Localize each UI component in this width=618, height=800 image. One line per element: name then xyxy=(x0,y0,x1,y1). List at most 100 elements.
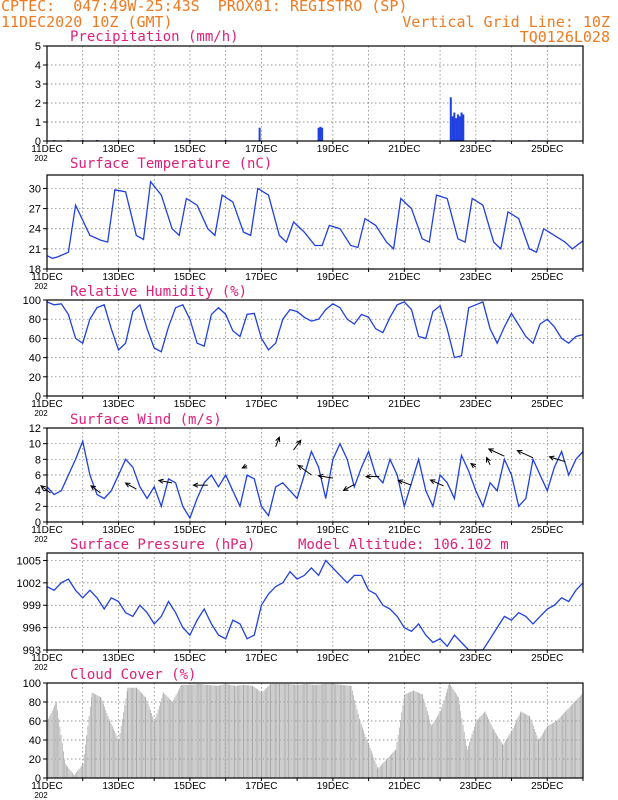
cloud-cover-bar xyxy=(332,683,334,778)
cloud-cover-bar xyxy=(342,685,344,778)
wind-vector-head xyxy=(364,473,371,480)
cloud-cover-bar xyxy=(432,723,434,778)
surface-temperature-nc-xtick-label: 11DEC xyxy=(31,272,63,283)
cloud-cover-xtick-label: 19DEC xyxy=(317,781,349,792)
cloud-cover-bar xyxy=(250,685,252,778)
cloud-cover-bar xyxy=(327,683,329,778)
cloud-cover-bar xyxy=(268,685,270,778)
cloud-cover-bar xyxy=(216,685,217,778)
cloud-cover-bar xyxy=(189,684,191,778)
cloud-cover-bar xyxy=(170,700,172,778)
cloud-cover-bar xyxy=(520,711,522,778)
cloud-cover-bar xyxy=(395,749,397,778)
cloud-cover-bar xyxy=(401,712,403,778)
cloud-cover-bar xyxy=(468,745,469,778)
cloud-cover-bar xyxy=(141,692,142,778)
cloud-cover-bar xyxy=(186,684,188,778)
surface-pressure-hpa-ytick-label: 996 xyxy=(23,623,41,635)
cloud-cover-bar xyxy=(544,730,546,778)
wind-vector-head xyxy=(548,455,555,461)
cloud-cover-bar xyxy=(446,692,447,778)
surface-pressure-hpa-xtick-label: 13DEC xyxy=(102,653,134,664)
cloud-cover-bar xyxy=(360,724,362,778)
cloud-cover-bar xyxy=(529,716,531,778)
cloud-cover-bar xyxy=(341,684,343,778)
cloud-cover-bar xyxy=(554,721,556,778)
cloud-cover-bar xyxy=(571,705,572,778)
surface-temperature-nc-xtick-label: 17DEC xyxy=(245,272,277,283)
wind-vector-head xyxy=(429,479,436,485)
cloud-cover-ytick-label: 0 xyxy=(35,773,41,785)
cloud-cover-bar xyxy=(466,749,468,778)
cloud-cover-bar xyxy=(238,685,239,778)
cloud-cover-bar xyxy=(552,723,553,778)
cloud-cover-bar xyxy=(299,684,301,778)
surface-wind-m-s-xtick-label: 21DEC xyxy=(388,525,420,536)
cloud-cover-bar xyxy=(113,728,114,778)
cloud-cover-bar xyxy=(472,730,474,778)
cloud-cover-bar xyxy=(278,683,280,778)
cloud-cover-bar xyxy=(133,687,135,778)
surface-wind-m-s-ytick-label: 2 xyxy=(35,501,41,513)
cloud-cover-bar xyxy=(55,702,57,778)
cloud-cover-bar xyxy=(86,735,88,778)
cloud-cover-bar xyxy=(326,683,328,778)
cloud-cover-bar xyxy=(303,684,304,778)
cloud-cover-bar xyxy=(166,696,168,778)
cloud-cover-bar xyxy=(124,705,126,778)
cloud-cover-bar xyxy=(127,687,129,778)
cloud-cover-bar xyxy=(80,766,82,778)
surface-temperature-nc-ytick-label: 21 xyxy=(29,244,41,256)
cloud-cover-bar xyxy=(100,697,102,778)
cloud-cover-bar xyxy=(433,721,435,778)
cloud-cover-bar xyxy=(540,736,542,778)
precipitation-mm-h-bar xyxy=(453,112,456,141)
cloud-cover-bar xyxy=(276,683,278,778)
surface-temperature-nc-xtick-label: 19DEC xyxy=(317,272,349,283)
cloud-cover-xtick-label: 23DEC xyxy=(460,781,492,792)
cloud-cover-bar xyxy=(223,684,225,778)
cloud-cover-bar xyxy=(528,715,530,778)
cloud-cover-bar xyxy=(213,685,215,778)
precipitation-mm-h-ytick-label: 0 xyxy=(35,136,41,148)
cloud-cover-bar xyxy=(195,684,197,778)
cloud-cover-bar xyxy=(210,685,211,778)
cloud-cover-bar xyxy=(393,751,395,778)
cloud-cover-bar xyxy=(348,685,350,778)
cloud-cover-bar xyxy=(322,684,323,778)
cloud-cover-bar xyxy=(391,753,392,778)
cloud-cover-bar xyxy=(256,688,257,778)
cloud-cover-bar xyxy=(359,721,361,778)
cloud-cover-bar xyxy=(307,684,309,778)
cloud-cover-bar xyxy=(172,702,173,778)
cloud-cover-bar xyxy=(245,685,247,778)
precipitation-mm-h-xtick-label: 19DEC xyxy=(317,144,349,155)
cloud-cover-bar xyxy=(153,719,155,778)
cloud-cover-bar xyxy=(234,685,236,778)
cloud-cover-bar xyxy=(216,685,218,778)
precipitation-mm-h-xtick-label: 23DEC xyxy=(460,144,492,155)
precipitation-mm-h-title: Precipitation (mm/h) xyxy=(70,29,239,45)
cloud-cover-bar xyxy=(161,698,163,778)
cloud-cover-bar xyxy=(214,685,216,778)
cloud-cover-bar xyxy=(222,684,224,778)
cloud-cover-bar xyxy=(253,686,255,778)
wind-vector-head xyxy=(516,449,523,455)
cloud-cover-bar xyxy=(450,684,451,778)
cloud-cover-bar xyxy=(484,712,485,778)
cloud-cover-bar xyxy=(419,693,420,778)
cloud-cover-bar xyxy=(362,727,363,778)
cloud-cover-bar xyxy=(229,684,230,778)
cloud-cover-bar xyxy=(498,738,500,778)
cloud-cover-bar xyxy=(231,685,233,778)
cloud-cover-bar xyxy=(320,684,322,778)
cloud-cover-bar xyxy=(207,684,209,778)
cloud-cover-bar xyxy=(118,740,120,778)
cloud-cover-bar xyxy=(510,731,512,778)
precipitation-mm-h-xtick-label: 11DEC xyxy=(31,144,63,155)
cloud-cover-bar xyxy=(426,711,428,778)
cloud-cover-bar xyxy=(70,771,72,778)
surface-pressure-hpa-annotation: Model Altitude: 106.102 m xyxy=(298,537,509,553)
surface-wind-m-s-ytick-label: 4 xyxy=(35,486,41,498)
cloud-cover-bar xyxy=(580,695,581,778)
